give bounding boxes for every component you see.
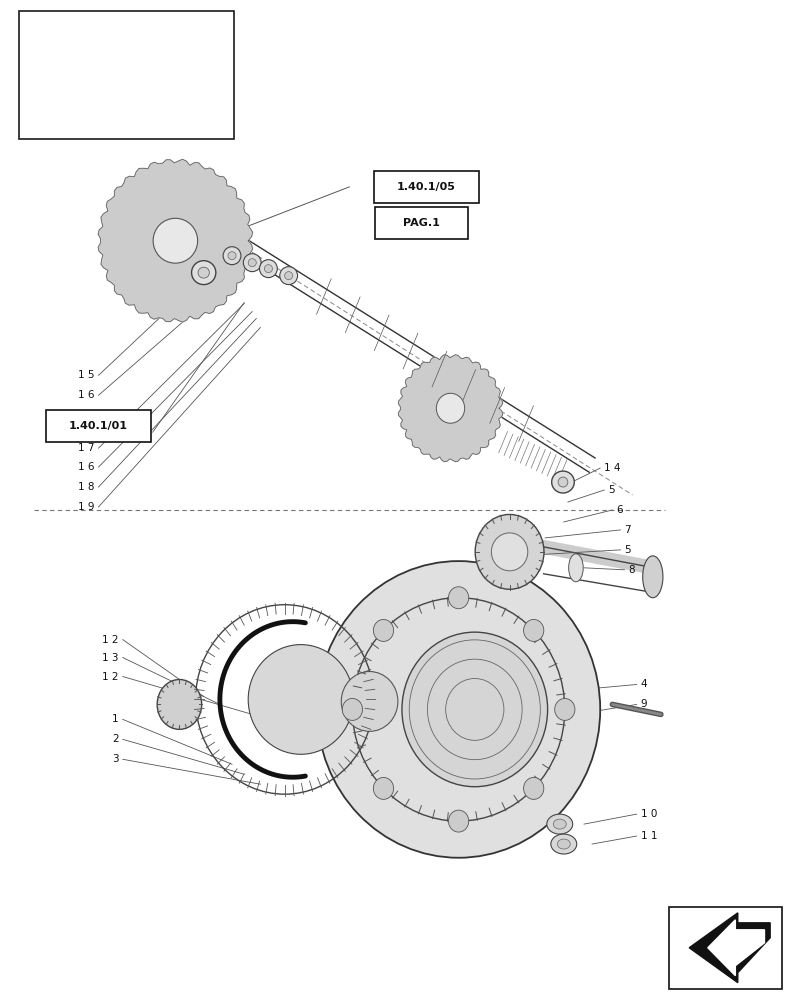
Text: 1 2: 1 2	[102, 672, 118, 682]
Ellipse shape	[642, 556, 662, 598]
Ellipse shape	[243, 254, 261, 272]
Ellipse shape	[57, 50, 115, 105]
Ellipse shape	[401, 632, 547, 787]
Ellipse shape	[568, 554, 582, 582]
Ellipse shape	[552, 819, 565, 829]
Text: 5: 5	[607, 485, 614, 495]
Text: 1 3: 1 3	[102, 653, 118, 663]
Ellipse shape	[474, 514, 543, 589]
Ellipse shape	[153, 218, 197, 263]
Bar	[22, 57, 45, 95]
Ellipse shape	[551, 471, 573, 493]
Ellipse shape	[228, 252, 236, 260]
Ellipse shape	[341, 672, 397, 731]
Text: 1 8: 1 8	[78, 482, 94, 492]
Ellipse shape	[448, 810, 468, 832]
Ellipse shape	[280, 267, 297, 285]
Ellipse shape	[198, 267, 209, 278]
Text: 7: 7	[624, 525, 630, 535]
Ellipse shape	[523, 777, 543, 799]
Ellipse shape	[102, 163, 248, 318]
Ellipse shape	[316, 561, 599, 858]
Text: 1 7: 1 7	[78, 443, 94, 453]
Ellipse shape	[373, 619, 393, 641]
Ellipse shape	[285, 272, 292, 280]
Ellipse shape	[523, 619, 543, 641]
Polygon shape	[398, 355, 502, 462]
Text: 6: 6	[616, 505, 622, 515]
Polygon shape	[98, 159, 252, 322]
FancyBboxPatch shape	[46, 410, 151, 442]
Ellipse shape	[556, 839, 569, 849]
Ellipse shape	[491, 533, 527, 571]
Ellipse shape	[260, 260, 277, 278]
Text: 1 2: 1 2	[102, 635, 118, 645]
Ellipse shape	[157, 680, 201, 729]
Text: 3: 3	[112, 754, 118, 764]
Ellipse shape	[248, 645, 353, 754]
Polygon shape	[707, 920, 763, 976]
Polygon shape	[689, 913, 769, 983]
Text: 2: 2	[112, 734, 118, 744]
Text: 5: 5	[624, 545, 630, 555]
Text: 4: 4	[640, 679, 646, 689]
Ellipse shape	[342, 698, 362, 720]
Text: 1 9: 1 9	[78, 502, 94, 512]
Text: 1 0: 1 0	[640, 809, 656, 819]
Text: 1.40.1/01: 1.40.1/01	[69, 421, 128, 431]
Bar	[215, 57, 233, 95]
Text: PAG.1: PAG.1	[403, 218, 440, 228]
Text: 1 5: 1 5	[78, 370, 94, 380]
Ellipse shape	[373, 777, 393, 799]
Bar	[19, 11, 234, 139]
Bar	[668, 907, 781, 989]
Ellipse shape	[248, 259, 256, 267]
Bar	[672, 912, 777, 984]
Ellipse shape	[436, 393, 464, 423]
Text: 1 1: 1 1	[640, 831, 656, 841]
Ellipse shape	[546, 814, 572, 834]
Ellipse shape	[264, 265, 272, 273]
FancyBboxPatch shape	[375, 207, 468, 239]
Ellipse shape	[42, 61, 54, 93]
Ellipse shape	[401, 358, 499, 458]
Ellipse shape	[448, 587, 468, 609]
Ellipse shape	[557, 477, 567, 487]
Text: 1.40.1/05: 1.40.1/05	[397, 182, 455, 192]
Ellipse shape	[550, 834, 576, 854]
Text: 8: 8	[628, 565, 634, 575]
FancyBboxPatch shape	[373, 171, 478, 203]
Text: 1: 1	[112, 714, 118, 724]
Ellipse shape	[170, 57, 188, 97]
Text: 9: 9	[640, 699, 646, 709]
Text: 1 6: 1 6	[78, 390, 94, 400]
Text: 1 4: 1 4	[603, 463, 620, 473]
Ellipse shape	[191, 261, 216, 285]
Ellipse shape	[554, 698, 574, 720]
Text: 1 6: 1 6	[78, 462, 94, 472]
Ellipse shape	[223, 247, 241, 265]
